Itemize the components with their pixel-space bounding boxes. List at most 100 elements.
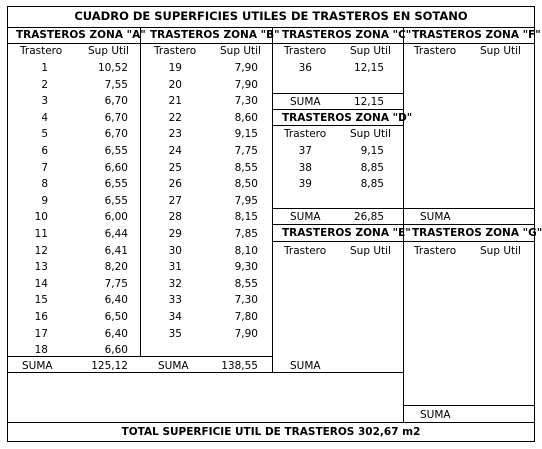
zone-b-trastero-number: 19 [168, 62, 182, 74]
zone-d-sup-util: 9,15 [360, 145, 384, 157]
zone-d-header-line [272, 125, 403, 126]
zone-b-suma-label: SUMA [158, 360, 189, 372]
zone-d-trastero-number: 39 [298, 178, 312, 191]
zone-a-trastero-number: 16 [34, 311, 48, 323]
zone-a-trastero-number: 1 [41, 62, 48, 74]
zone-c-suma-value: 12,15 [353, 96, 384, 108]
zone-f-suma-label: SUMA [420, 211, 451, 223]
zone-b-sup-util: 9,15 [234, 128, 258, 141]
zone-c-suma-label: SUMA [290, 96, 321, 108]
zone-a-trastero-number: 18 [34, 344, 48, 357]
zone-a-sup-util: 6,50 [104, 311, 128, 323]
total-row: TOTAL SUPERFICIE UTIL DE TRASTEROS 302,6… [121, 426, 421, 438]
zone-a-trastero-number: 11 [34, 228, 48, 240]
surface-table: CUADRO DE SUPERFICIES UTILES DE TRASTERO… [7, 6, 542, 442]
zone-a-sup-util: 6,55 [104, 178, 128, 191]
zone-b-sup-util: 8,55 [234, 161, 258, 174]
total-line [8, 422, 534, 423]
zone-a-sup-util: 6,40 [104, 294, 128, 307]
zone-b-sup-util: 8,55 [234, 277, 258, 290]
zone-b-trastero-number: 20 [168, 78, 182, 91]
zone-e-g-top-line [272, 224, 534, 225]
zone-b-sup-util: 8,60 [234, 111, 258, 124]
title-divider [8, 27, 534, 28]
zone-a-sup-util: 7,75 [104, 277, 128, 290]
zone-a-b-suma-line [8, 356, 272, 357]
zone-a-sup-util: 7,55 [104, 78, 128, 91]
zone-a-sup-util: 6,70 [104, 128, 128, 141]
zone-b-trastero-number: 22 [168, 111, 182, 124]
zone-d-suma-value: 26,85 [353, 211, 384, 223]
zone-e-suma-label: SUMA [290, 360, 321, 372]
zone-b-sup-util: 7,90 [234, 78, 258, 91]
zone-a-col-trastero: Trastero [20, 45, 63, 57]
zone-b-sup-util: 7,85 [234, 228, 258, 240]
zone-e-col-sup: Sup Util [350, 245, 391, 257]
zone-c-sup-36: 12,15 [353, 62, 384, 74]
zone-g-col-trastero: Trastero [414, 245, 457, 257]
zone-g-col-sup: Sup Util [480, 245, 521, 257]
zone-b-trastero-number: 30 [168, 244, 182, 257]
zone-a-col-sup: Sup Util [88, 45, 129, 57]
zone-e-g-header-line [272, 241, 534, 242]
zone-b-trastero-number: 32 [168, 277, 182, 290]
zone-b-trastero-number: 23 [168, 128, 182, 141]
zone-a-trastero-number: 12 [34, 244, 48, 257]
zone-b-sup-util: 7,95 [234, 194, 258, 207]
zone-b-trastero-number: 21 [168, 95, 182, 108]
zone-a-trastero-number: 15 [34, 294, 48, 307]
zone-b-sup-util: 8,15 [234, 211, 258, 224]
zone-a-sup-util: 6,55 [104, 194, 128, 207]
zone-b-trastero-number: 27 [168, 194, 182, 207]
zone-b-trastero-number: 24 [168, 145, 182, 157]
zone-d-sup-util: 8,85 [360, 161, 384, 174]
zone-a-sup-util: 6,41 [104, 244, 128, 257]
divider-a-b [140, 27, 141, 356]
zone-e-header: TRASTEROS ZONA "E" [282, 227, 411, 239]
zone-b-header: TRASTEROS ZONA "B" [150, 29, 280, 41]
zone-g-suma-line [403, 405, 534, 406]
zone-c-col-sup: Sup Util [350, 45, 391, 57]
zone-b-sup-util: 7,90 [234, 327, 258, 340]
zone-a-sup-util: 6,55 [104, 145, 128, 157]
zone-a-sup-util: 6,44 [104, 228, 128, 240]
zone-b-sup-util: 9,30 [234, 261, 258, 274]
zone-header-divider [8, 43, 534, 44]
zone-b-trastero-number: 29 [168, 228, 182, 240]
zone-c-bottom-line [272, 109, 403, 110]
zone-a-sup-util: 6,00 [104, 211, 128, 224]
zone-b-col-sup: Sup Util [220, 45, 261, 57]
zone-a-sup-util: 6,60 [104, 161, 128, 174]
zone-b-suma-value: 138,55 [221, 360, 258, 372]
zone-f-header: TRASTEROS ZONA "F" [412, 29, 541, 41]
zone-b-sup-util: 8,10 [234, 244, 258, 257]
zone-b-sup-util: 7,30 [234, 294, 258, 307]
zone-a-trastero-number: 17 [34, 327, 48, 340]
zone-a-trastero-number: 13 [34, 261, 48, 274]
zone-f-col-sup: Sup Util [480, 45, 521, 57]
zone-e-col-trastero: Trastero [284, 245, 327, 257]
zone-b-sup-util: 8,50 [234, 178, 258, 191]
zone-b-trastero-number: 25 [168, 161, 182, 174]
zone-a-sup-util: 8,20 [104, 261, 128, 274]
zone-d-header: TRASTEROS ZONA "D" [282, 112, 413, 124]
zone-b-trastero-number: 33 [168, 294, 182, 307]
zone-d-trastero-number: 38 [298, 161, 312, 174]
zone-b-sup-util: 7,90 [234, 62, 258, 74]
zone-a-header: TRASTEROS ZONA "A" [16, 29, 146, 41]
zone-a-sup-util: 6,60 [104, 344, 128, 357]
zone-a-trastero-number: 14 [34, 277, 48, 290]
zone-c-trastero-36: 36 [298, 62, 312, 74]
zone-d-col-sup: Sup Util [350, 128, 391, 140]
zone-d-f-suma-line [272, 208, 534, 209]
zone-g-header: TRASTEROS ZONA "G" [412, 227, 542, 239]
zone-a-sup-util: 10,52 [97, 62, 128, 74]
zone-c-suma-line [272, 93, 403, 94]
zone-d-suma-label: SUMA [290, 211, 321, 223]
zone-b-col-trastero: Trastero [154, 45, 197, 57]
zone-a-trastero-number: 10 [34, 211, 48, 224]
zone-b-trastero-number: 34 [168, 311, 182, 323]
zone-a-trastero-number: 7 [41, 161, 48, 174]
zone-b-trastero-number: 31 [168, 261, 182, 274]
zone-f-col-trastero: Trastero [414, 45, 457, 57]
